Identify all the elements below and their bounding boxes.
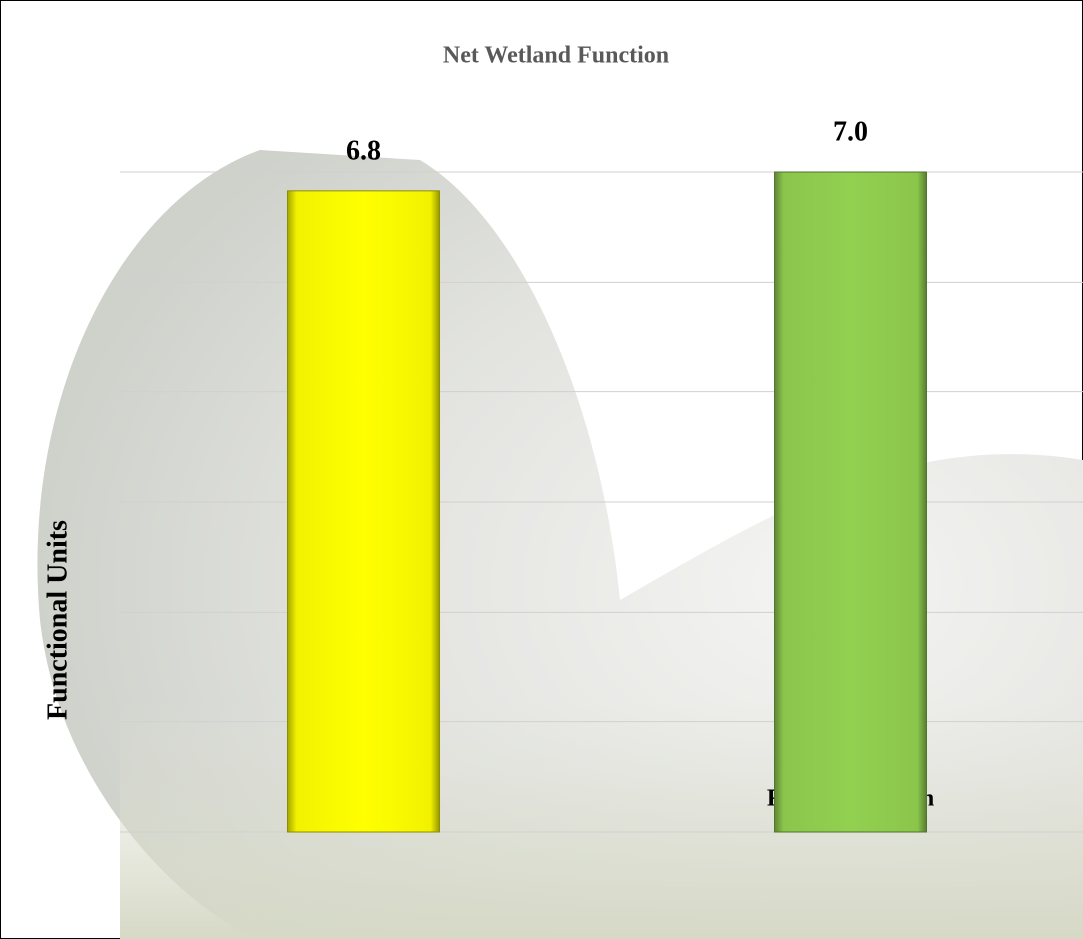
y-axis-label: Functional Units	[42, 520, 73, 720]
data-label: 6.8	[346, 135, 381, 166]
background-ground	[120, 700, 1083, 939]
bar	[774, 171, 927, 833]
data-label: 7.0	[833, 116, 868, 147]
chart-title: Net Wetland Function	[443, 43, 669, 69]
bar	[287, 190, 440, 833]
